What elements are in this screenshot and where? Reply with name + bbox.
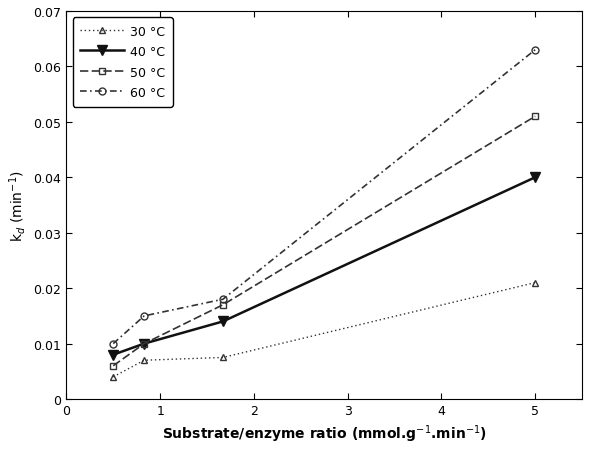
60 °C bbox=[141, 313, 148, 319]
40 °C bbox=[220, 319, 227, 324]
40 °C bbox=[532, 175, 539, 180]
40 °C bbox=[141, 341, 148, 346]
Line: 50 °C: 50 °C bbox=[110, 114, 539, 369]
30 °C bbox=[110, 374, 117, 380]
40 °C bbox=[110, 352, 117, 358]
50 °C bbox=[220, 303, 227, 308]
Y-axis label: k$_{d}$ (min$^{-1}$): k$_{d}$ (min$^{-1}$) bbox=[7, 170, 28, 241]
Legend: 30 °C, 40 °C, 50 °C, 60 °C: 30 °C, 40 °C, 50 °C, 60 °C bbox=[72, 18, 173, 107]
60 °C bbox=[532, 48, 539, 53]
50 °C bbox=[141, 341, 148, 346]
X-axis label: Substrate/enzyme ratio (mmol.g$^{-1}$.min$^{-1}$): Substrate/enzyme ratio (mmol.g$^{-1}$.mi… bbox=[162, 423, 487, 444]
30 °C bbox=[220, 355, 227, 360]
60 °C bbox=[220, 297, 227, 302]
60 °C bbox=[110, 341, 117, 346]
50 °C bbox=[110, 363, 117, 368]
Line: 60 °C: 60 °C bbox=[110, 47, 539, 347]
Line: 40 °C: 40 °C bbox=[108, 173, 540, 360]
30 °C bbox=[532, 280, 539, 285]
50 °C bbox=[532, 114, 539, 120]
Line: 30 °C: 30 °C bbox=[110, 280, 539, 381]
30 °C bbox=[141, 358, 148, 363]
